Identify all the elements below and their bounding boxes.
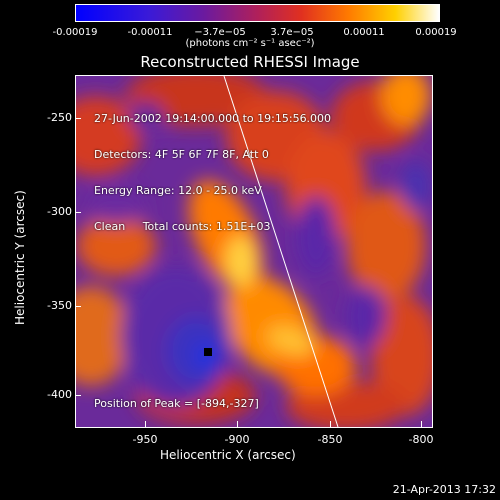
detectors: Detectors: 4F 5F 6F 7F 8F, Att 0 [94,148,269,161]
colorbar-tick-label: -0.00011 [127,27,173,38]
observation-info: 27-Jun-2002 19:14:00.000 to 19:15:56.000… [94,89,331,245]
y-tick-label: -300 [47,205,72,218]
clean-counts: Clean Total counts: 1.51E+03 [94,220,271,233]
x-tick-label: -900 [224,433,250,446]
time-range: 27-Jun-2002 19:14:00.000 to 19:15:56.000 [94,112,332,125]
rhessi-image-panel [75,75,433,428]
x-tick-label: -950 [132,433,158,446]
energy-range: Energy Range: 12.0 - 25.0 keV [94,184,262,197]
colorbar-tick-label: 3.7e−05 [270,27,314,38]
colorbar-tick-label: 0.00019 [415,27,457,38]
colorbar-ticks: -0.00019 -0.00011 −3.7e−05 3.7e−05 0.000… [0,0,500,40]
colorbar-tick-label: −3.7e−05 [194,27,246,38]
y-tick-label: -250 [47,111,72,124]
x-tick-label: -800 [408,433,434,446]
colorbar-units: (photons cm⁻² s⁻¹ asec⁻²) [185,38,315,49]
colorbar-tick-label: 0.00011 [343,27,385,38]
colorbar-tick-label: -0.00019 [52,27,98,38]
page-title: Reconstructed RHESSI Image [140,53,360,71]
y-axis-label: Heliocentric Y (arcsec) [13,190,27,325]
rhessi-image [76,76,432,427]
y-tick-label: -350 [47,299,72,312]
peak-position: Position of Peak = [-894,-327] [94,397,259,410]
timestamp: 21-Apr-2013 17:32 [392,483,496,496]
colorbar-gradient [76,5,439,21]
y-tick-label: -400 [47,388,72,401]
x-tick-label: -850 [317,433,343,446]
x-axis-label: Heliocentric X (arcsec) [160,448,296,462]
colorbar [75,4,440,22]
